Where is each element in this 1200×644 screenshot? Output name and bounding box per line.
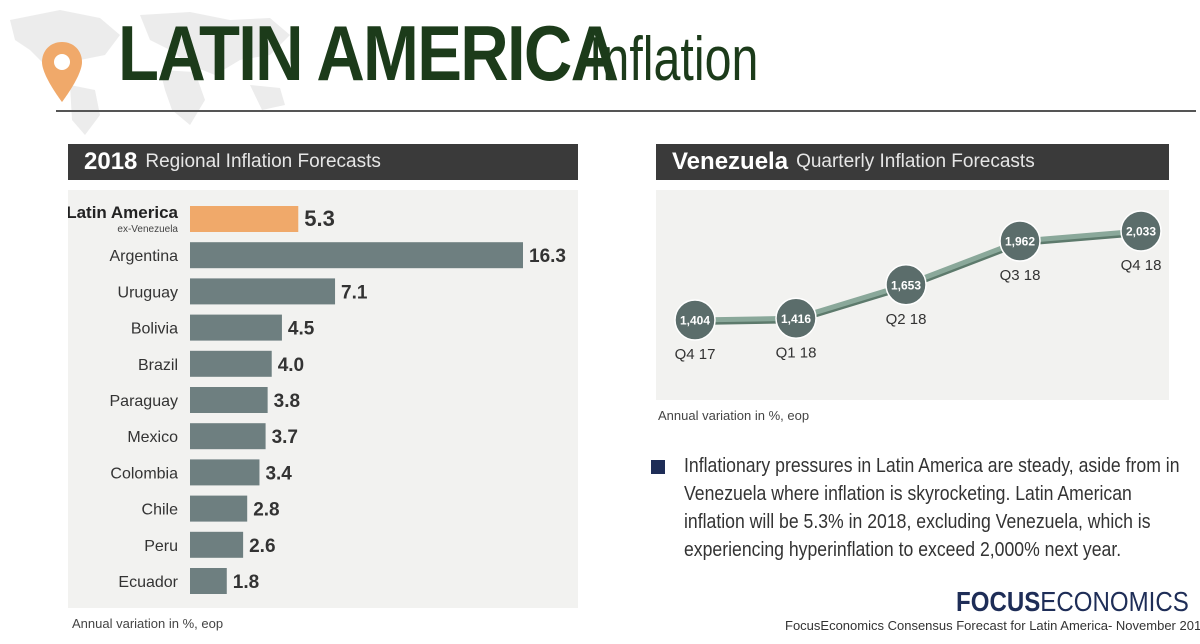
bar-category-label: Bolivia <box>131 321 178 338</box>
line-category-label: Q1 18 <box>776 344 817 361</box>
bar-value-label: 2.6 <box>249 536 275 557</box>
bar-argentina <box>190 242 523 269</box>
bar-mexico <box>190 423 266 450</box>
regional-bar-chart: Latin America ex-Venezuela 5.3 Argentina 16.… <box>68 190 578 608</box>
title-sub: Inflation <box>588 25 758 94</box>
line-chart-svg: 1,404 Q4 17 1,416 Q1 18 1,653 Q2 18 1,962 Q3 18… <box>674 210 1162 363</box>
bar-value-label: 3.7 <box>272 427 298 448</box>
venezuela-forecasts-header: Venezuela Quarterly Inflation Forecasts <box>656 144 1169 180</box>
bar-value-label: 2.8 <box>253 500 279 521</box>
line-point-marker <box>674 299 716 341</box>
regional-chart-note: Annual variation in %, eop <box>72 616 224 631</box>
line-point-value-label: 1,404 <box>680 314 710 328</box>
line-point-marker <box>999 220 1041 262</box>
bar-value-label: 4.0 <box>278 355 304 376</box>
line-point-marker <box>1120 210 1162 252</box>
bar-latin-america <box>190 206 299 232</box>
venezuela-header-bold: Venezuela <box>672 148 789 175</box>
regional-header-light: Regional Inflation Forecasts <box>145 151 381 172</box>
source-note: FocusEconomics Consensus Forecast for La… <box>785 618 1200 633</box>
line-category-label: Q2 18 <box>886 311 927 328</box>
bar-ecuador <box>190 568 227 594</box>
bar-category-label: Chile <box>142 502 179 519</box>
title-main: LATIN AMERICA <box>118 9 619 97</box>
line-category-label: Q3 18 <box>1000 267 1041 284</box>
bar-value-label: 4.5 <box>288 319 315 340</box>
venezuela-header-light: Quarterly Inflation Forecasts <box>796 151 1035 172</box>
logo-light: ECONOMICS <box>1040 586 1189 617</box>
bar-value-label: 16.3 <box>529 246 566 267</box>
focus-economics-logo: FOCUSECONOMICS <box>956 586 1189 618</box>
logo-bold: FOCUS <box>956 586 1041 617</box>
map-pin-icon <box>42 42 82 102</box>
bar-uruguay <box>190 278 336 305</box>
bar-category-label: Argentina <box>110 248 179 265</box>
bar-bolivia <box>190 314 282 341</box>
regional-header-bold: 2018 <box>84 148 138 175</box>
line-category-label: Q4 18 <box>1121 257 1162 274</box>
bar-category-label: Paraguay <box>110 393 179 410</box>
bar-category-label: Brazil <box>138 357 178 374</box>
bar-category-label: Uruguay <box>118 284 178 301</box>
bar-value-label: 5.3 <box>304 206 335 231</box>
bar-paraguay <box>190 387 268 413</box>
bar-peru <box>190 531 244 558</box>
venezuela-line-chart: 1,404 Q4 17 1,416 Q1 18 1,653 Q2 18 1,962 Q3 18… <box>656 190 1169 400</box>
line-point-value-label: 1,416 <box>781 312 811 326</box>
line-point-value-label: 1,653 <box>891 278 921 292</box>
bar-chile <box>190 495 248 522</box>
bar-category-label: Peru <box>144 538 178 555</box>
bar-category-label: Ecuador <box>118 574 178 591</box>
line-point-value-label: 2,033 <box>1126 225 1156 239</box>
line-point-marker <box>885 264 927 306</box>
bar-chart-svg: Latin America ex-Venezuela 5.3 Argentina 16.… <box>68 203 566 594</box>
bar-value-label: 7.1 <box>341 282 368 303</box>
bar-category-label: Latin America <box>68 203 179 222</box>
bar-category-label: Colombia <box>110 465 178 482</box>
bar-value-label: 1.8 <box>233 572 259 593</box>
bar-value-label: 3.8 <box>274 391 300 412</box>
venezuela-chart-note: Annual variation in %, eop <box>658 408 810 423</box>
summary-bullet <box>651 460 665 474</box>
regional-forecasts-header: 2018 Regional Inflation Forecasts <box>68 144 578 180</box>
bar-category-label: Mexico <box>127 429 178 446</box>
bar-value-label: 3.4 <box>265 463 292 484</box>
line-point-value-label: 1,962 <box>1005 235 1035 249</box>
line-point-marker <box>775 297 817 340</box>
summary-text: Inflationary pressures in Latin America … <box>684 454 1180 561</box>
bar-colombia <box>190 459 260 486</box>
bar-category-sublabel: ex-Venezuela <box>117 224 178 235</box>
title-divider <box>56 110 1196 112</box>
page-title: LATIN AMERICA Inflation <box>118 8 806 104</box>
bar-brazil <box>190 350 272 377</box>
line-category-label: Q4 17 <box>675 346 716 363</box>
